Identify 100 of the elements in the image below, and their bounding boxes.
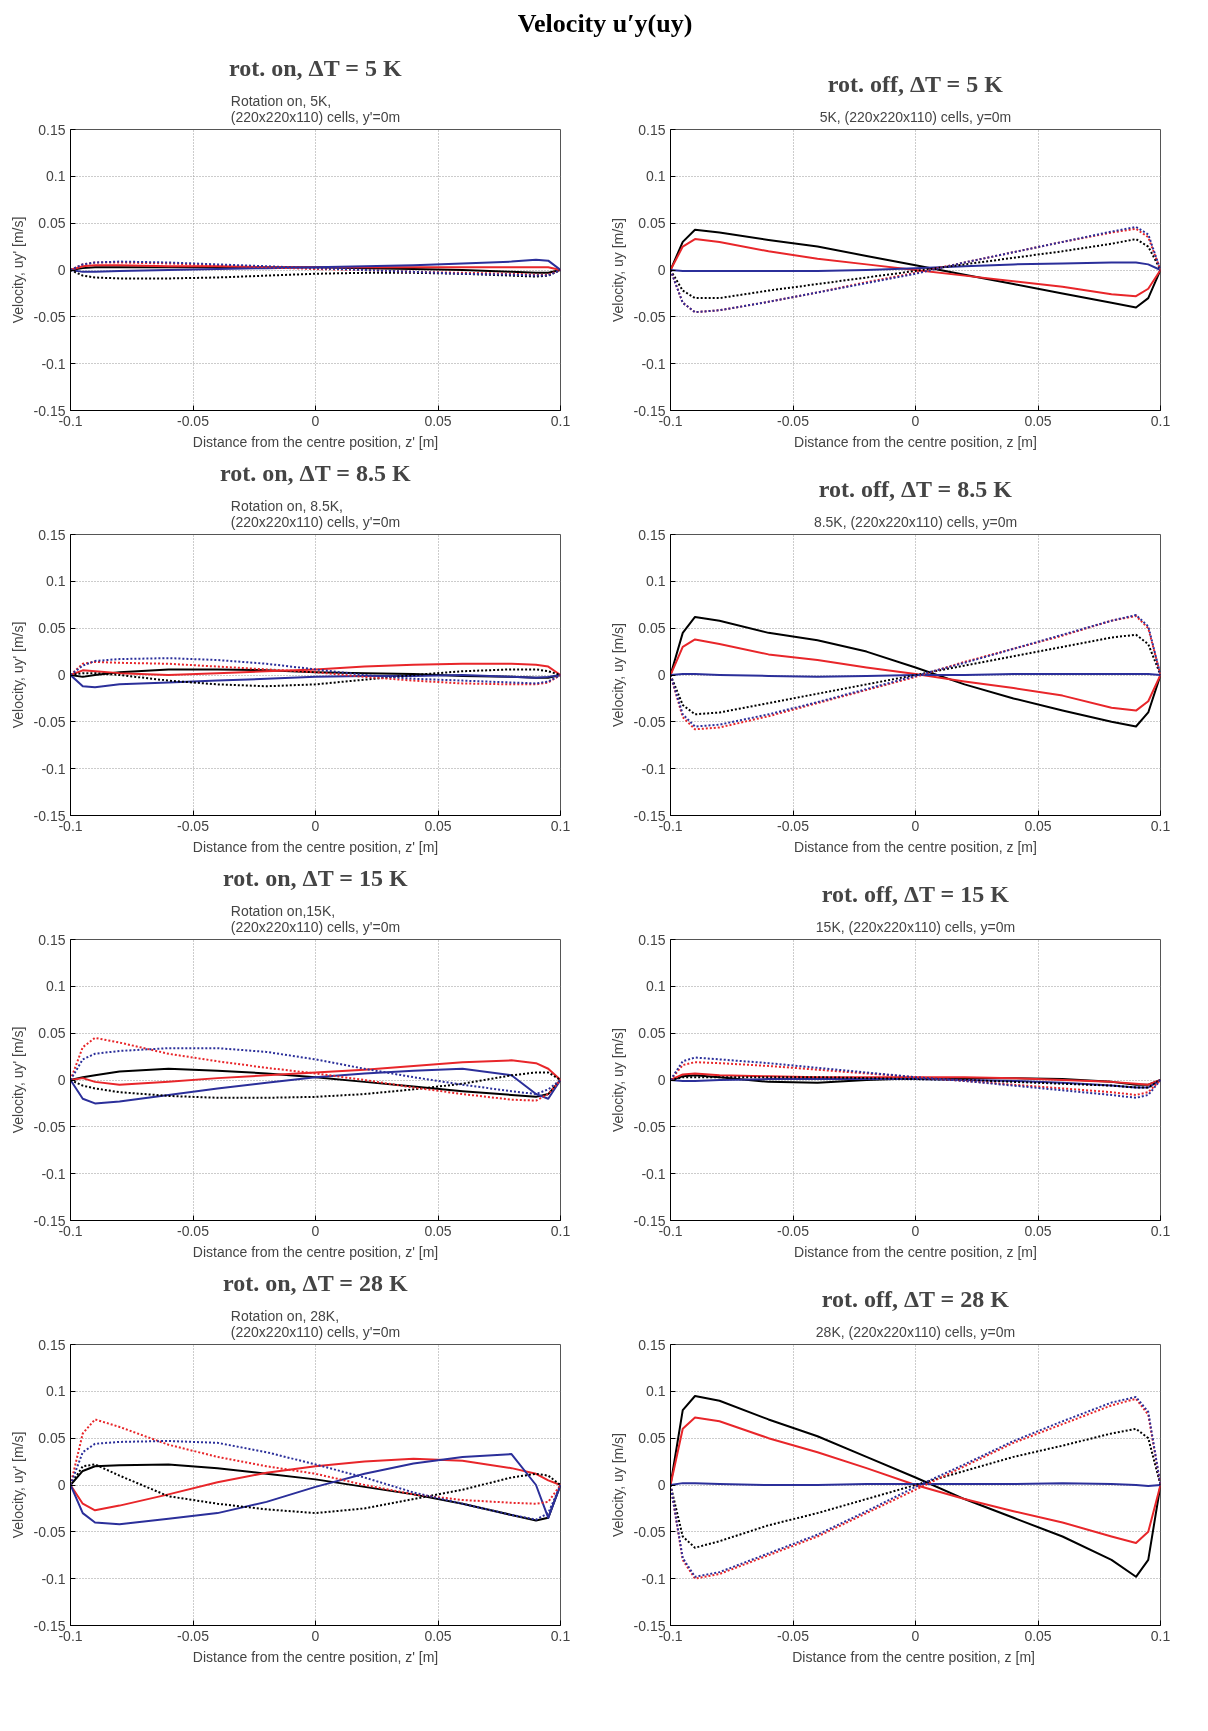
x-tick-label: -0.05 (177, 412, 210, 429)
x-tick-label: -0.05 (777, 412, 810, 429)
x-axis-title: Distance from the centre position, z [m] (792, 1648, 1035, 1665)
chart-subtitle: Rotation on, 5K, (220x220x110) cells, y'=0m (230, 92, 401, 125)
x-tick-label: 0.05 (1024, 1222, 1052, 1239)
x-axis-title: Distance from the centre position, z [m] (794, 838, 1037, 855)
y-tick-label: -0.1 (41, 355, 66, 372)
y-tick-label: -0.05 (33, 308, 66, 325)
x-tick-label: 0.1 (550, 1222, 571, 1239)
x-tick-label: 0 (911, 817, 920, 834)
y-tick-label: -0.1 (641, 760, 666, 777)
x-axis-title: Distance from the centre position, z' [m] (192, 1648, 439, 1665)
x-axis-title: Distance from the centre position, z' [m] (192, 1243, 439, 1260)
y-tick-label: -0.05 (33, 1523, 66, 1540)
x-tick-label: -0.05 (777, 1627, 810, 1644)
y-axis-title: Velocity, uy [m/s] (609, 623, 626, 728)
y-tick-label: 0.15 (38, 1336, 66, 1353)
x-tick-label: 0 (911, 1222, 920, 1239)
y-tick-label: -0.05 (633, 1118, 666, 1135)
x-tick-label: 0.1 (1150, 1627, 1171, 1644)
x-tick-label: 0 (911, 1627, 920, 1644)
chart-title: rot. off, ΔT = 8.5 K (818, 475, 1013, 502)
y-tick-label: 0 (657, 1477, 666, 1494)
y-axis-title: Velocity, uy' [m/s] (9, 621, 26, 729)
y-tick-label: 0.1 (46, 573, 66, 590)
x-tick-label: 0.1 (1150, 412, 1171, 429)
y-tick-label: -0.1 (641, 355, 666, 372)
y-tick-label: 0.1 (646, 573, 666, 590)
y-axis-title: Velocity, uy [m/s] (609, 1433, 626, 1538)
y-tick-label: 0.05 (638, 1025, 666, 1042)
y-tick-label: -0.05 (33, 713, 66, 730)
y-tick-label: 0.1 (46, 978, 66, 995)
y-tick-label: 0 (657, 667, 666, 684)
chart-subtitle: Rotation on,15K, (220x220x110) cells, y'=0m (230, 902, 401, 935)
y-tick-label: 0 (57, 1072, 66, 1089)
x-tick-label: 0.1 (550, 817, 571, 834)
x-tick-label: 0 (311, 1627, 320, 1644)
y-axis-title: Velocity, uy [m/s] (609, 218, 626, 323)
y-tick-label: 0.05 (38, 1025, 66, 1042)
chart-title: rot. on, ΔT = 5 K (229, 54, 402, 81)
y-tick-label: 0.1 (646, 978, 666, 995)
y-tick-label: 0.1 (46, 168, 66, 185)
y-tick-label: 0.1 (646, 1383, 666, 1400)
y-tick-label: 0 (57, 1477, 66, 1494)
x-tick-label: 0 (311, 1222, 320, 1239)
y-tick-label: -0.1 (41, 1165, 66, 1182)
y-tick-label: 0.05 (38, 215, 66, 232)
chart-title: rot. on, ΔT = 8.5 K (220, 459, 411, 486)
y-tick-label: -0.05 (33, 1118, 66, 1135)
x-tick-label: 0.1 (550, 1627, 571, 1644)
y-tick-label: 0.1 (46, 1383, 66, 1400)
x-axis-title: Distance from the centre position, z [m] (794, 1243, 1037, 1260)
y-tick-label: 0.15 (638, 931, 666, 948)
y-tick-label: -0.05 (633, 1523, 666, 1540)
y-tick-label: 0.15 (38, 931, 66, 948)
x-tick-label: 0.1 (1150, 1222, 1171, 1239)
y-tick-label: 0 (657, 262, 666, 279)
chart-title: rot. on, ΔT = 15 K (223, 864, 408, 891)
chart-subtitle: 15K, (220x220x110) cells, y=0m (815, 918, 1016, 935)
y-tick-label: 0.05 (38, 620, 66, 637)
x-tick-label: 0.05 (424, 412, 452, 429)
y-axis-title: Velocity, uy [m/s] (609, 1028, 626, 1133)
x-tick-label: 0 (311, 817, 320, 834)
x-tick-label: -0.05 (777, 1222, 810, 1239)
x-tick-label: 0 (911, 412, 920, 429)
x-tick-label: 0.05 (424, 1627, 452, 1644)
x-axis-title: Distance from the centre position, z [m] (794, 433, 1037, 450)
x-tick-label: -0.05 (177, 817, 210, 834)
y-tick-label: 0.15 (638, 121, 666, 138)
text: Velocity u′y(uy) (517, 8, 693, 40)
y-tick-label: 0.05 (638, 1430, 666, 1447)
x-tick-label: 0.05 (1024, 1627, 1052, 1644)
chart-subtitle: Rotation on, 28K, (220x220x110) cells, y'=0m (230, 1307, 401, 1340)
chart-title: rot. off, ΔT = 15 K (821, 880, 1010, 907)
y-axis-title: Velocity, uy' [m/s] (9, 1431, 26, 1539)
chart-title: rot. on, ΔT = 28 K (223, 1269, 408, 1296)
y-tick-label: 0.05 (38, 1430, 66, 1447)
x-tick-label: 0.05 (424, 817, 452, 834)
y-tick-label: 0 (57, 667, 66, 684)
x-tick-label: 0.1 (550, 412, 571, 429)
x-tick-label: 0.05 (424, 1222, 452, 1239)
y-tick-label: -0.1 (41, 760, 66, 777)
y-axis-title: Velocity, uy' [m/s] (9, 216, 26, 324)
y-tick-label: -0.05 (633, 308, 666, 325)
chart-subtitle: 8.5K, (220x220x110) cells, y=0m (813, 513, 1018, 530)
x-tick-label: 0 (311, 412, 320, 429)
y-tick-label: 0.05 (638, 215, 666, 232)
y-tick-label: -0.1 (641, 1165, 666, 1182)
y-tick-label: 0 (657, 1072, 666, 1089)
x-tick-label: -0.05 (177, 1627, 210, 1644)
chart-subtitle: Rotation on, 8.5K, (220x220x110) cells, y'=0m (230, 497, 401, 530)
x-tick-label: 0.05 (1024, 817, 1052, 834)
x-axis-title: Distance from the centre position, z' [m] (192, 838, 439, 855)
x-tick-label: -0.05 (777, 817, 810, 834)
y-tick-label: 0.15 (638, 1336, 666, 1353)
y-tick-label: 0.05 (638, 620, 666, 637)
y-axis-title: Velocity, uy' [m/s] (9, 1026, 26, 1134)
y-tick-label: -0.05 (633, 713, 666, 730)
x-tick-label: -0.05 (177, 1222, 210, 1239)
y-tick-label: 0.1 (646, 168, 666, 185)
